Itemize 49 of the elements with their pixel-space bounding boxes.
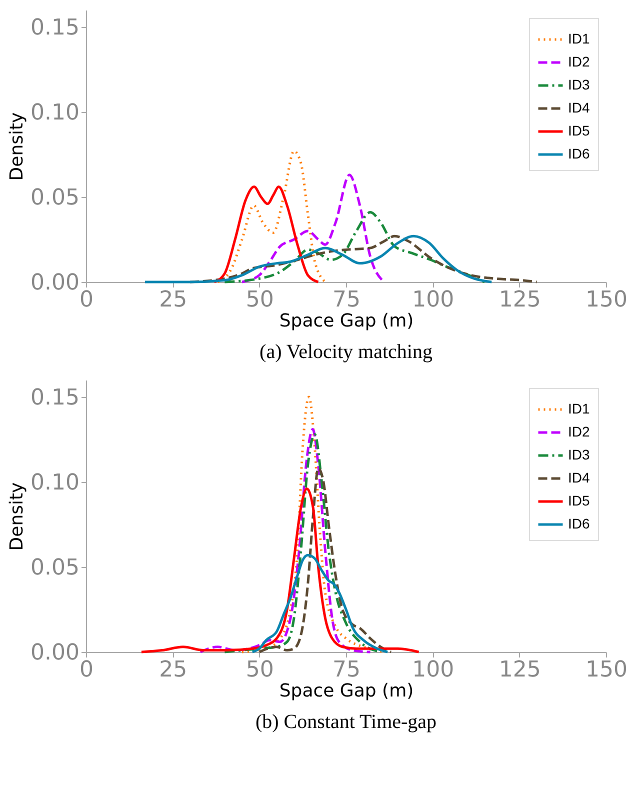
legend-label: ID5 (568, 492, 590, 508)
x-tick-label: 25 (159, 288, 188, 312)
x-tick-label: 150 (586, 658, 628, 682)
x-tick-label: 100 (412, 658, 454, 682)
y-tick-label: 0.00 (30, 270, 80, 296)
legend-label: ID1 (568, 400, 590, 416)
legend-label: ID6 (568, 146, 590, 162)
legend-label: ID2 (568, 54, 590, 70)
x-tick-label: 100 (412, 288, 454, 312)
y-tick-label: 0.15 (30, 16, 80, 40)
x-axis-title: Space Gap (m) (279, 310, 414, 332)
y-tick-label: 0.10 (30, 470, 80, 496)
line-series (216, 150, 326, 284)
legend-label: ID4 (568, 470, 590, 486)
y-tick-label: 0.05 (30, 556, 80, 580)
line-series (251, 554, 389, 654)
legend-label: ID1 (568, 30, 590, 46)
x-tick-label: 0 (80, 658, 94, 682)
x-tick-label: 50 (246, 658, 274, 682)
legend-label: ID2 (568, 424, 590, 440)
text: (b) Constant Time-gap (255, 711, 437, 733)
y-tick-label: 0.05 (30, 186, 80, 210)
y-tick-label: 0.10 (30, 100, 80, 126)
x-tick-label: 0 (80, 288, 94, 312)
x-tick-label: 125 (498, 658, 541, 682)
legend-label: ID3 (568, 446, 590, 462)
x-axis-title: Space Gap (m) (279, 680, 414, 702)
x-tick-label: 125 (498, 288, 541, 312)
line-series (144, 234, 493, 284)
y-axis-title: Density (6, 112, 28, 181)
line-series (140, 488, 420, 654)
line-series (223, 211, 486, 284)
y-axis-title: Density (6, 482, 28, 551)
line-series (199, 428, 372, 654)
x-tick-label: 25 (159, 658, 188, 682)
legend-label: ID3 (568, 76, 590, 92)
x-tick-label: 75 (332, 658, 360, 682)
y-tick-label: 0.00 (30, 640, 80, 666)
line-series (240, 174, 386, 284)
line-series (258, 467, 392, 654)
x-tick-label: 150 (586, 288, 628, 312)
legend-label: ID4 (568, 100, 590, 116)
x-tick-label: 50 (246, 288, 274, 312)
legend-label: ID6 (568, 516, 590, 532)
line-series (213, 186, 320, 284)
legend-label: ID5 (568, 122, 590, 138)
y-tick-label: 0.15 (30, 386, 80, 410)
text: (a) Velocity matching (260, 341, 432, 363)
x-tick-label: 75 (332, 288, 360, 312)
